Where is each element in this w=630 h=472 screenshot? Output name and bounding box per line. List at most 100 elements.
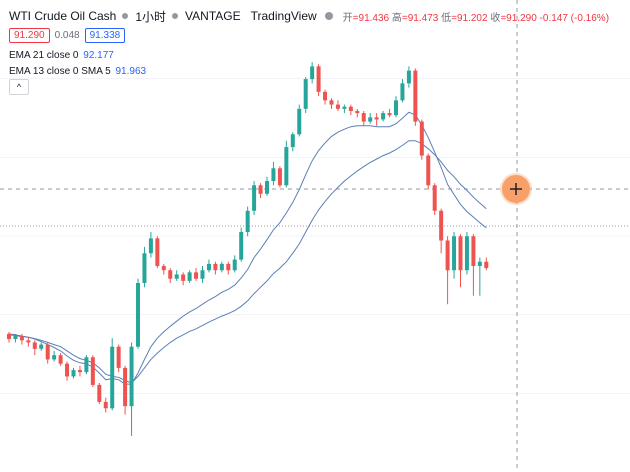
candle — [458, 234, 463, 288]
candle — [316, 64, 321, 97]
separator-dot-icon — [122, 13, 129, 19]
candle-body — [71, 370, 76, 377]
indicator-ema21[interactable]: EMA 21 close 0 92.177 — [9, 50, 114, 61]
candle — [155, 236, 160, 269]
candle-body — [129, 346, 134, 407]
open-value: =91.436 — [352, 12, 390, 24]
candle-body — [419, 121, 424, 156]
candle — [439, 208, 444, 254]
candle — [45, 342, 50, 364]
candle — [200, 265, 205, 283]
low-label: 低 — [441, 12, 452, 24]
candle — [232, 255, 237, 273]
candle — [452, 232, 457, 279]
candle — [284, 140, 289, 188]
candle-body — [413, 70, 418, 122]
candle-body — [252, 185, 257, 211]
candle — [39, 342, 44, 351]
ema21-line — [8, 140, 487, 384]
candle-body — [219, 263, 224, 271]
interval-label[interactable]: 1小时 — [135, 9, 167, 24]
indicator-label: EMA 13 close 0 SMA 5 — [9, 66, 111, 77]
candle-body — [45, 344, 50, 360]
indicator-ema13-sma5[interactable]: EMA 13 close 0 SMA 5 91.963 — [9, 66, 146, 77]
candle-body — [194, 272, 199, 279]
candle-body — [477, 261, 482, 266]
candle-body — [464, 236, 469, 271]
candle — [413, 68, 418, 126]
candle-body — [181, 274, 186, 281]
candle — [103, 397, 108, 413]
candle — [245, 206, 250, 237]
low-value: =91.202 — [451, 12, 488, 24]
candle — [32, 340, 37, 356]
candle-body — [232, 259, 237, 271]
candle-body — [52, 355, 57, 360]
candle-body — [116, 346, 121, 368]
collapse-indicators-button[interactable]: ^ — [9, 79, 29, 95]
candle-body — [206, 263, 211, 271]
candle — [239, 227, 244, 262]
candle — [303, 76, 308, 114]
candle — [464, 232, 469, 275]
candle — [142, 246, 147, 288]
candle — [123, 365, 128, 415]
candle-body — [168, 270, 173, 279]
open-label: 开 — [342, 12, 353, 24]
candle — [84, 355, 89, 375]
candle — [129, 342, 134, 436]
candle-body — [426, 155, 431, 186]
candle-body — [271, 168, 276, 182]
candle — [187, 270, 192, 283]
candle-body — [432, 185, 437, 211]
candle-body — [90, 357, 95, 385]
candle-body — [445, 240, 450, 271]
candle — [277, 166, 282, 188]
candle — [419, 119, 424, 160]
candle — [406, 66, 411, 88]
candle — [426, 153, 431, 190]
crosshair-plus-button[interactable] — [502, 175, 530, 203]
spread-value: 0.048 — [54, 30, 80, 41]
candle — [381, 110, 386, 122]
candle-body — [329, 100, 334, 105]
candle-body — [77, 370, 82, 373]
change-value: -0.147 (-0.16%) — [539, 12, 610, 24]
candle — [174, 270, 179, 281]
candle-body — [200, 270, 205, 279]
candle-body — [123, 367, 128, 407]
candle-body — [458, 236, 463, 271]
candle — [116, 344, 121, 373]
symbol-name[interactable]: WTI Crude Oil Cash — [9, 9, 117, 23]
candle — [148, 232, 153, 258]
candle-body — [342, 106, 347, 109]
candle-body — [161, 265, 166, 271]
candle — [445, 236, 450, 305]
sell-price-button[interactable]: 91.290 — [9, 28, 50, 43]
candle — [484, 257, 489, 271]
candle-body — [361, 113, 366, 122]
candle-body — [110, 346, 115, 409]
candle — [335, 100, 340, 111]
candle — [290, 132, 295, 152]
candle-body — [323, 91, 328, 101]
candle-body — [368, 117, 373, 122]
candle — [477, 257, 482, 296]
candle — [387, 108, 392, 118]
candle-body — [19, 336, 24, 341]
candle-body — [226, 263, 231, 271]
buy-sell-panel: 91.290 0.048 91.338 — [9, 28, 126, 43]
candle-body — [374, 117, 379, 120]
buy-price-button[interactable]: 91.338 — [84, 28, 126, 43]
candle — [52, 350, 57, 362]
moving-average-lines — [8, 111, 487, 385]
candle-body — [297, 108, 302, 135]
ema13-line — [8, 111, 487, 385]
candle-body — [258, 185, 263, 194]
candle — [194, 268, 199, 281]
candle — [297, 104, 302, 137]
candle-body — [381, 113, 386, 120]
candle-body — [387, 113, 392, 116]
candle-body — [355, 110, 360, 114]
